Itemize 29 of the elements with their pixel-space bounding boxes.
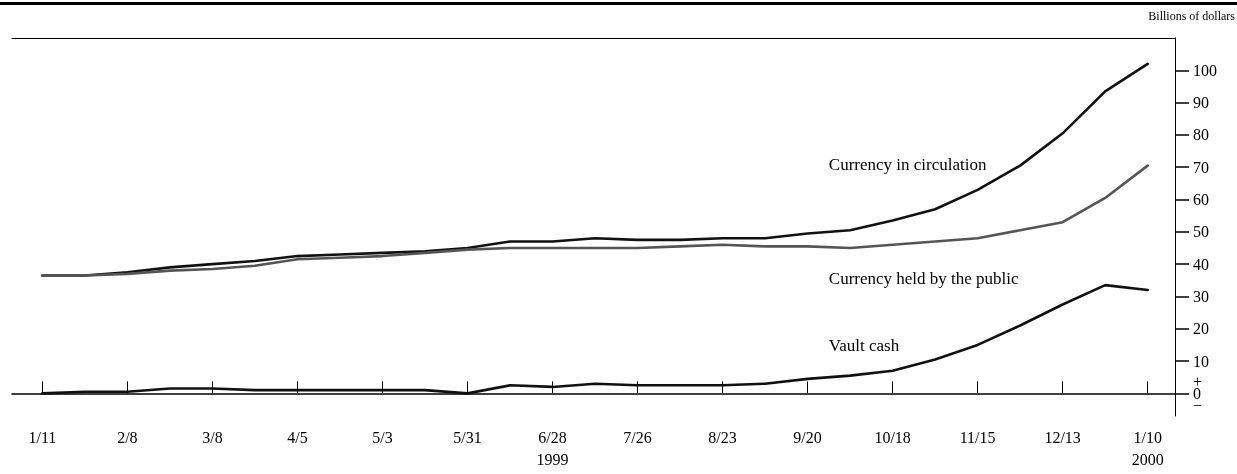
y-tick-label: 60 [1193, 191, 1209, 209]
x-tick-label: 1/11 [28, 428, 57, 446]
y-tick-label: 30 [1193, 287, 1209, 305]
x-tick-label: 5/31 [453, 428, 482, 446]
x-tick-label: 7/26 [623, 428, 652, 446]
x-tick-label: 1/10 2000 [1131, 428, 1164, 468]
series-label: Currency in circulation [828, 155, 987, 175]
y-axis-title: Billions of dollars [1148, 9, 1236, 23]
x-tick-label: 3/8 [202, 428, 223, 446]
y-tick-label: 90 [1193, 94, 1209, 112]
x-tick-label: 5/3 [372, 428, 393, 446]
series-label: Currency held by the public [828, 269, 1020, 289]
y-tick-label: 40 [1193, 255, 1209, 273]
x-tick-label: 11/15 [959, 428, 996, 446]
x-tick-label: 6/28 1999 [536, 428, 569, 468]
y-tick-label: 10 [1193, 352, 1209, 370]
x-tick-label: 8/23 [708, 428, 737, 446]
x-tick-label: 2/8 [117, 428, 138, 446]
y-tick-label: 80 [1193, 126, 1209, 144]
y-tick-label: 20 [1193, 320, 1209, 338]
y-tick-label: 50 [1193, 223, 1209, 241]
x-tick-label: 10/18 [874, 428, 911, 446]
series-label: Vault cash [828, 335, 900, 355]
x-tick-label: 12/13 [1044, 428, 1081, 446]
y-tick-label: 70 [1193, 158, 1209, 176]
y-tick-label: 100 [1193, 61, 1217, 79]
x-tick-label: 9/20 [793, 428, 822, 446]
y-tick-label: + 0 − [1193, 372, 1203, 414]
x-tick-label: 4/5 [287, 428, 308, 446]
